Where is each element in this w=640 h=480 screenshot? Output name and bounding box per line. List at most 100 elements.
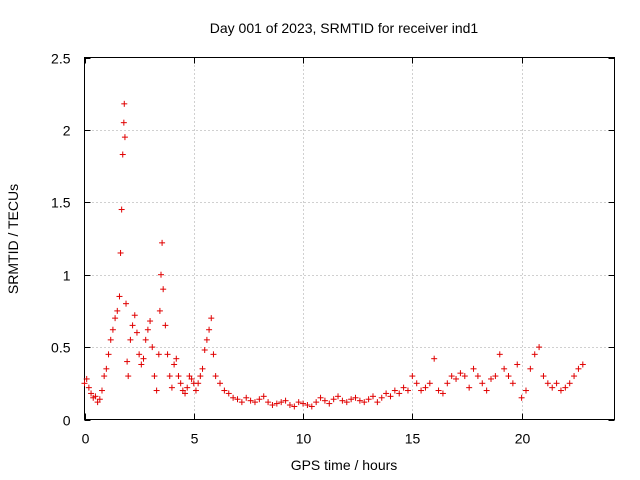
data-point: [265, 399, 272, 406]
data-point: [144, 326, 151, 333]
data-point: [138, 361, 145, 368]
data-point: [326, 400, 333, 407]
data-point: [461, 373, 468, 380]
data-point: [243, 394, 250, 401]
data-point: [210, 351, 217, 358]
data-point: [83, 375, 90, 382]
data-point: [221, 387, 228, 394]
data-point: [509, 380, 516, 387]
data-point: [177, 380, 184, 387]
data-point: [295, 399, 302, 406]
data-point: [251, 399, 258, 406]
data-point: [112, 315, 119, 322]
data-point: [470, 365, 477, 372]
data-point: [212, 373, 219, 380]
x-tick-label: 15: [405, 431, 421, 447]
data-point: [156, 307, 163, 314]
data-point: [339, 397, 346, 404]
data-point: [453, 375, 460, 382]
data-point: [124, 358, 131, 365]
data-point: [365, 396, 372, 403]
data-point: [435, 387, 442, 394]
data-point: [566, 380, 573, 387]
data-point: [166, 373, 173, 380]
data-point: [286, 402, 293, 409]
data-point: [536, 344, 543, 351]
data-point: [369, 393, 376, 400]
data-point: [160, 286, 167, 293]
data-point: [153, 387, 160, 394]
data-point: [282, 397, 289, 404]
data-point: [273, 400, 280, 407]
data-point: [96, 396, 103, 403]
plot-frame: [84, 57, 615, 420]
data-point: [121, 134, 128, 141]
x-tick-label: 20: [515, 431, 531, 447]
data-point: [575, 365, 582, 372]
x-tick-label: 0: [82, 431, 90, 447]
data-point: [291, 403, 298, 410]
data-point: [81, 380, 88, 387]
data-point: [147, 318, 154, 325]
y-tick-label: 0: [63, 413, 71, 429]
data-point: [308, 403, 315, 410]
data-point: [109, 326, 116, 333]
chart-title: Day 001 of 2023, SRMTID for receiver ind…: [210, 20, 479, 36]
data-point: [171, 361, 178, 368]
x-axis-label: GPS time / hours: [291, 457, 398, 473]
data-point: [173, 355, 180, 362]
data-point: [496, 351, 503, 358]
data-point: [114, 307, 121, 314]
data-point: [492, 373, 499, 380]
data-point: [136, 351, 143, 358]
data-point: [483, 387, 490, 394]
data-point: [125, 373, 132, 380]
data-point: [571, 373, 578, 380]
data-point: [391, 387, 398, 394]
data-point: [466, 384, 473, 391]
data-point: [129, 322, 136, 329]
y-tick-label: 2: [63, 123, 71, 139]
y-tick-label: 1: [63, 268, 71, 284]
data-point: [201, 346, 208, 353]
data-point: [206, 326, 213, 333]
data-point: [188, 375, 195, 382]
data-point: [383, 390, 390, 397]
data-point: [234, 396, 241, 403]
data-point: [195, 380, 202, 387]
grid-lines: [84, 57, 615, 420]
data-point: [105, 351, 112, 358]
x-tick-label: 5: [191, 431, 199, 447]
data-point: [562, 384, 569, 391]
data-point: [162, 322, 169, 329]
data-point: [149, 344, 156, 351]
data-point: [117, 249, 124, 256]
data-point: [103, 365, 110, 372]
data-point: [527, 365, 534, 372]
data-point: [184, 384, 191, 391]
data-point: [101, 373, 108, 380]
data-point: [431, 355, 438, 362]
data-point: [343, 399, 350, 406]
data-point: [439, 390, 446, 397]
data-point: [131, 312, 138, 319]
data-point: [474, 373, 481, 380]
data-point: [159, 239, 166, 246]
data-point: [127, 336, 134, 343]
data-point: [501, 365, 508, 372]
data-point: [118, 206, 125, 213]
y-tick-labels: 0 0.5 1 1.5 2 2.5: [51, 51, 71, 429]
data-point: [505, 373, 512, 380]
data-point: [418, 387, 425, 394]
data-point: [238, 399, 245, 406]
data-point: [361, 399, 368, 406]
data-point: [120, 119, 127, 126]
data-point: [457, 370, 464, 377]
data-point: [269, 402, 276, 409]
data-point: [260, 393, 267, 400]
data-point: [164, 351, 171, 358]
data-point: [142, 336, 149, 343]
data-point: [330, 396, 337, 403]
data-point: [199, 365, 206, 372]
